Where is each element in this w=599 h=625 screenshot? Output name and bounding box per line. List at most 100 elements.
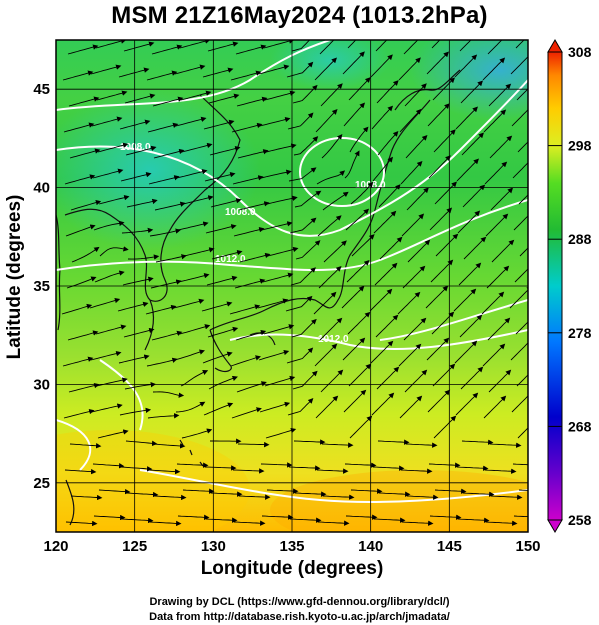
wind-streamline bbox=[513, 215, 528, 231]
credit-data: Data from http://database.rish.kyoto-u.a… bbox=[149, 611, 450, 623]
wind-streamline bbox=[341, 285, 365, 309]
wind-streamline bbox=[401, 520, 434, 526]
wind-streamline bbox=[287, 112, 314, 130]
wind-streamline bbox=[90, 350, 122, 361]
wind-streamline bbox=[287, 398, 314, 416]
colorbar-tick-label: 268 bbox=[568, 418, 592, 434]
wind-streamline bbox=[513, 515, 528, 518]
wind-streamline bbox=[429, 514, 462, 520]
wind-streamline bbox=[94, 270, 125, 283]
wind-streamline bbox=[95, 40, 127, 49]
wind-streamline bbox=[70, 494, 103, 501]
wind-streamline bbox=[267, 246, 299, 257]
wind-streamline bbox=[264, 90, 296, 101]
wind-streamline bbox=[177, 221, 209, 231]
wind-streamline bbox=[433, 415, 457, 439]
wind-streamline bbox=[344, 462, 377, 468]
wind-streamline bbox=[238, 201, 270, 211]
wind-streamline bbox=[315, 395, 339, 419]
wind-streamline bbox=[371, 392, 395, 416]
wind-streamline bbox=[239, 252, 271, 263]
wind-streamline bbox=[150, 279, 182, 289]
wind-streamline bbox=[485, 520, 518, 526]
wind-streamline bbox=[262, 272, 294, 283]
wind-streamline bbox=[404, 83, 427, 107]
wind-streamline bbox=[429, 207, 453, 231]
wind-streamline bbox=[117, 301, 149, 312]
wind-streamline bbox=[92, 168, 124, 179]
wind-streamline bbox=[314, 57, 337, 81]
wind-streamline bbox=[292, 370, 318, 390]
colorbar-tick-label: 308 bbox=[568, 44, 592, 60]
wind-streamline bbox=[149, 228, 181, 237]
x-tick-label: 140 bbox=[358, 538, 383, 555]
wind-streamline bbox=[127, 254, 160, 260]
wind-streamline bbox=[152, 96, 184, 107]
wind-streamline bbox=[175, 401, 206, 413]
wind-streamline bbox=[126, 198, 158, 208]
wind-streamline bbox=[69, 148, 101, 159]
colorbar-tick-label: 258 bbox=[568, 512, 592, 528]
wind-streamline bbox=[428, 462, 461, 468]
wind-streamline bbox=[209, 145, 241, 156]
wind-streamline bbox=[174, 349, 205, 361]
wind-streamline bbox=[348, 363, 372, 387]
wind-streamline bbox=[176, 462, 209, 468]
isobar-label: 1008.0 bbox=[225, 207, 256, 218]
wind-streamline bbox=[93, 514, 126, 521]
wind-streamline bbox=[231, 407, 262, 419]
wind-streamline bbox=[405, 442, 438, 448]
wind-streamline bbox=[456, 465, 489, 471]
wind-streamline bbox=[313, 291, 337, 315]
wind-streamline bbox=[62, 70, 94, 81]
wind-streamline bbox=[179, 324, 211, 335]
wind-streamline bbox=[233, 227, 265, 237]
wind-streamline bbox=[119, 119, 151, 130]
wind-streamline bbox=[398, 343, 422, 367]
wind-streamline bbox=[483, 395, 507, 419]
wind-streamline bbox=[370, 54, 393, 78]
wind-streamline bbox=[69, 443, 102, 449]
wind-streamline bbox=[294, 491, 327, 497]
wind-streamline bbox=[149, 520, 182, 527]
x-axis-label: Longitude (degrees) bbox=[200, 558, 384, 579]
wind-streamline bbox=[177, 514, 210, 521]
wind-streamline bbox=[294, 190, 322, 208]
wind-streamline bbox=[406, 187, 429, 211]
wind-streamline bbox=[318, 266, 342, 289]
wind-streamline bbox=[155, 254, 187, 263]
wind-streamline bbox=[96, 377, 128, 387]
wind-streamline bbox=[515, 321, 528, 335]
wind-streamline bbox=[91, 116, 123, 127]
x-tick-label: 125 bbox=[122, 538, 147, 555]
wind-streamline bbox=[376, 366, 400, 390]
wind-streamline bbox=[349, 415, 373, 439]
wind-streamline bbox=[431, 40, 441, 49]
wind-streamline bbox=[125, 145, 157, 156]
wind-streamline bbox=[291, 40, 311, 52]
wind-streamline bbox=[205, 517, 238, 523]
wind-streamline bbox=[154, 494, 187, 501]
wind-streamline bbox=[454, 340, 478, 364]
wind-streamline bbox=[210, 491, 243, 497]
wind-streamline bbox=[63, 408, 95, 419]
wind-streamline bbox=[260, 462, 293, 468]
y-tick-label: 30 bbox=[33, 376, 50, 393]
wind-streamline bbox=[487, 317, 511, 341]
wind-streamline bbox=[234, 278, 266, 289]
wind-streamline bbox=[67, 44, 99, 55]
wind-streamline bbox=[369, 288, 393, 312]
wind-streamline bbox=[176, 169, 208, 179]
wind-streamline bbox=[378, 184, 401, 208]
wind-streamline bbox=[509, 285, 528, 309]
wind-streamline bbox=[266, 488, 299, 494]
wind-streamline bbox=[202, 351, 233, 364]
wind-streamline bbox=[291, 318, 317, 338]
wind-streamline bbox=[433, 129, 456, 153]
wind-streamline bbox=[485, 213, 509, 237]
wind-streamline bbox=[398, 57, 421, 81]
wind-streamline bbox=[210, 198, 242, 208]
wind-streamline bbox=[122, 276, 154, 286]
wind-streamline bbox=[371, 105, 394, 130]
chart-title: MSM 21Z16May2024 (1013.2hPa) bbox=[111, 2, 488, 29]
